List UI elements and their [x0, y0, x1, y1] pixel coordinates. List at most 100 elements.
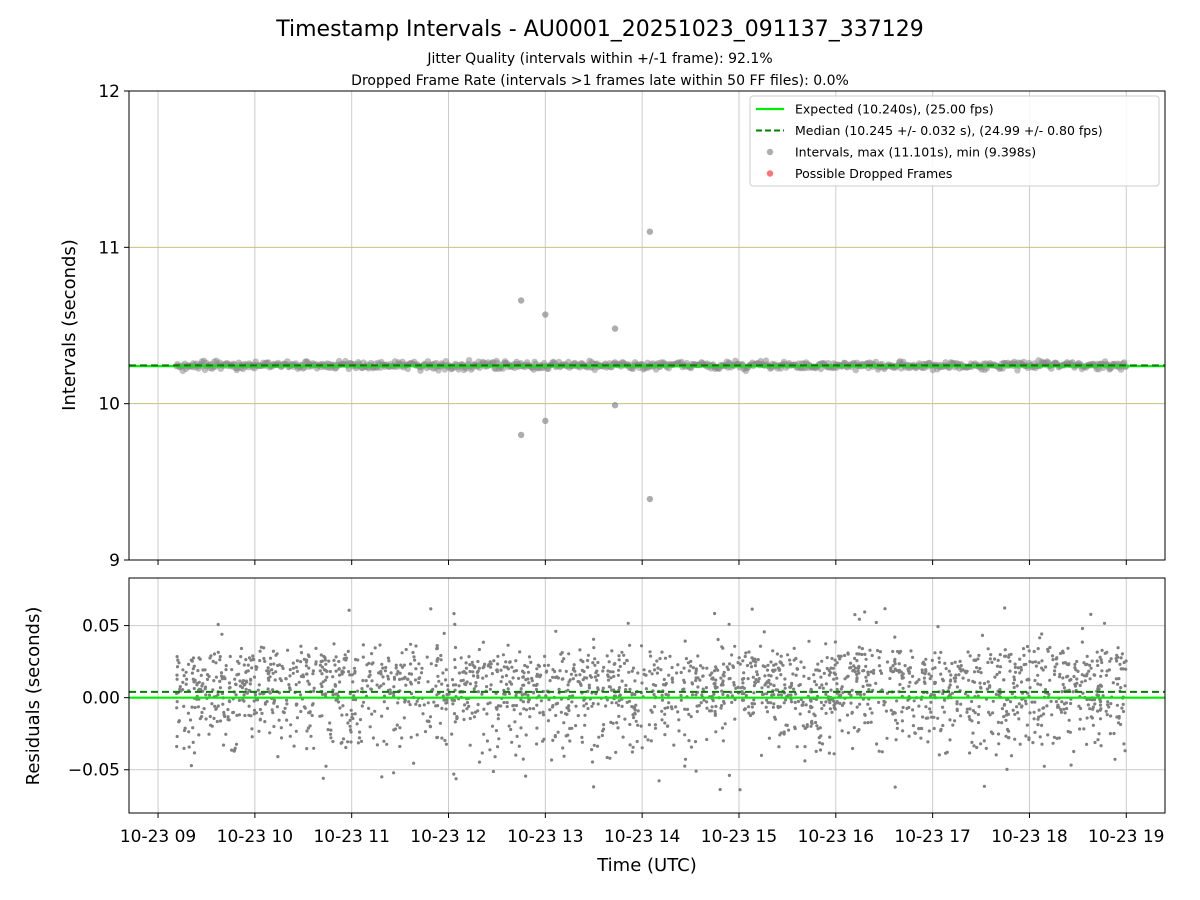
residual-point	[769, 682, 773, 686]
residual-point	[1032, 649, 1036, 654]
residual-point	[676, 663, 680, 667]
top-y-tick-label: 11	[98, 238, 120, 258]
residual-point	[266, 676, 270, 681]
residual-point	[857, 645, 861, 649]
residual-point	[320, 672, 324, 676]
residual-point	[639, 724, 643, 728]
residual-point	[1004, 734, 1008, 738]
residual-point	[733, 698, 737, 702]
residual-point	[508, 680, 512, 684]
residual-point	[612, 674, 616, 679]
residual-point	[222, 710, 226, 715]
residual-point	[728, 662, 732, 666]
residual-point	[1005, 767, 1009, 772]
residual-point	[1120, 652, 1124, 656]
residual-point	[655, 671, 660, 675]
residual-point	[445, 698, 449, 702]
residual-point	[985, 687, 990, 691]
residual-point	[978, 666, 982, 671]
residual-point	[955, 685, 960, 689]
residual-point	[453, 645, 458, 650]
residual-point	[452, 612, 456, 616]
residual-point	[643, 735, 647, 739]
residual-point	[832, 706, 836, 710]
residual-point	[908, 666, 913, 670]
residual-point	[794, 656, 798, 661]
residual-point	[258, 659, 262, 663]
residual-point	[1114, 677, 1118, 681]
residual-point	[214, 661, 218, 665]
residual-point	[835, 701, 840, 705]
legend-dot-swatch	[766, 170, 774, 177]
residual-point	[939, 650, 943, 655]
residual-point	[753, 680, 757, 684]
residual-point	[385, 706, 390, 711]
residual-point	[596, 673, 600, 678]
residual-point	[295, 669, 299, 674]
residual-point	[1112, 731, 1116, 736]
residual-point	[900, 676, 904, 680]
interval-outlier-point	[542, 311, 549, 318]
residual-point	[913, 731, 918, 736]
residual-point	[285, 718, 289, 722]
residual-point	[803, 759, 807, 763]
residual-point	[368, 669, 372, 674]
residual-point	[793, 706, 798, 711]
residual-point	[431, 687, 435, 692]
residual-point	[258, 649, 262, 653]
residual-point	[361, 700, 366, 704]
residual-point	[476, 709, 480, 713]
residual-point	[413, 658, 417, 662]
residual-point	[184, 682, 188, 686]
residual-point	[263, 720, 267, 724]
residual-point	[701, 687, 705, 691]
residual-point	[601, 729, 605, 733]
residual-point	[920, 668, 924, 672]
residual-point	[348, 728, 353, 732]
residual-point	[1097, 732, 1101, 736]
residual-point	[809, 699, 813, 703]
residual-point	[593, 675, 597, 679]
residual-point	[763, 665, 767, 669]
residual-point	[230, 748, 234, 752]
residual-point	[175, 700, 179, 704]
residual-point	[822, 671, 826, 676]
residual-point	[230, 668, 234, 672]
residual-point	[667, 673, 671, 677]
residual-point	[182, 704, 186, 709]
residual-point	[835, 687, 839, 692]
residual-point	[612, 662, 616, 667]
residual-point	[747, 650, 751, 654]
residual-point	[281, 710, 285, 714]
residual-point	[583, 676, 587, 680]
residual-point	[367, 661, 371, 665]
residual-point	[746, 677, 750, 681]
residual-point	[507, 724, 511, 728]
residual-point	[855, 672, 859, 677]
residual-point	[959, 702, 963, 706]
residual-point	[757, 677, 761, 681]
residual-point	[1050, 654, 1055, 658]
residual-point	[548, 708, 552, 712]
residual-point	[698, 678, 702, 682]
residual-point	[653, 726, 658, 730]
residual-point	[895, 726, 899, 731]
residual-point	[382, 700, 386, 704]
residual-point	[968, 717, 972, 722]
residual-point	[625, 659, 629, 663]
x-tick-label: 10-23 10	[217, 827, 293, 847]
residual-point	[651, 683, 656, 687]
residual-point	[507, 692, 512, 696]
residual-point	[976, 712, 981, 717]
residual-point	[1061, 651, 1065, 655]
residual-point	[743, 654, 747, 659]
residual-point	[490, 724, 495, 728]
residual-point	[1116, 646, 1120, 650]
residual-point	[798, 683, 802, 687]
residual-point	[320, 665, 324, 669]
residual-point	[404, 647, 408, 652]
residual-point	[334, 698, 338, 702]
residual-point	[1007, 736, 1011, 740]
residual-point	[399, 663, 403, 667]
residual-point	[524, 733, 528, 737]
